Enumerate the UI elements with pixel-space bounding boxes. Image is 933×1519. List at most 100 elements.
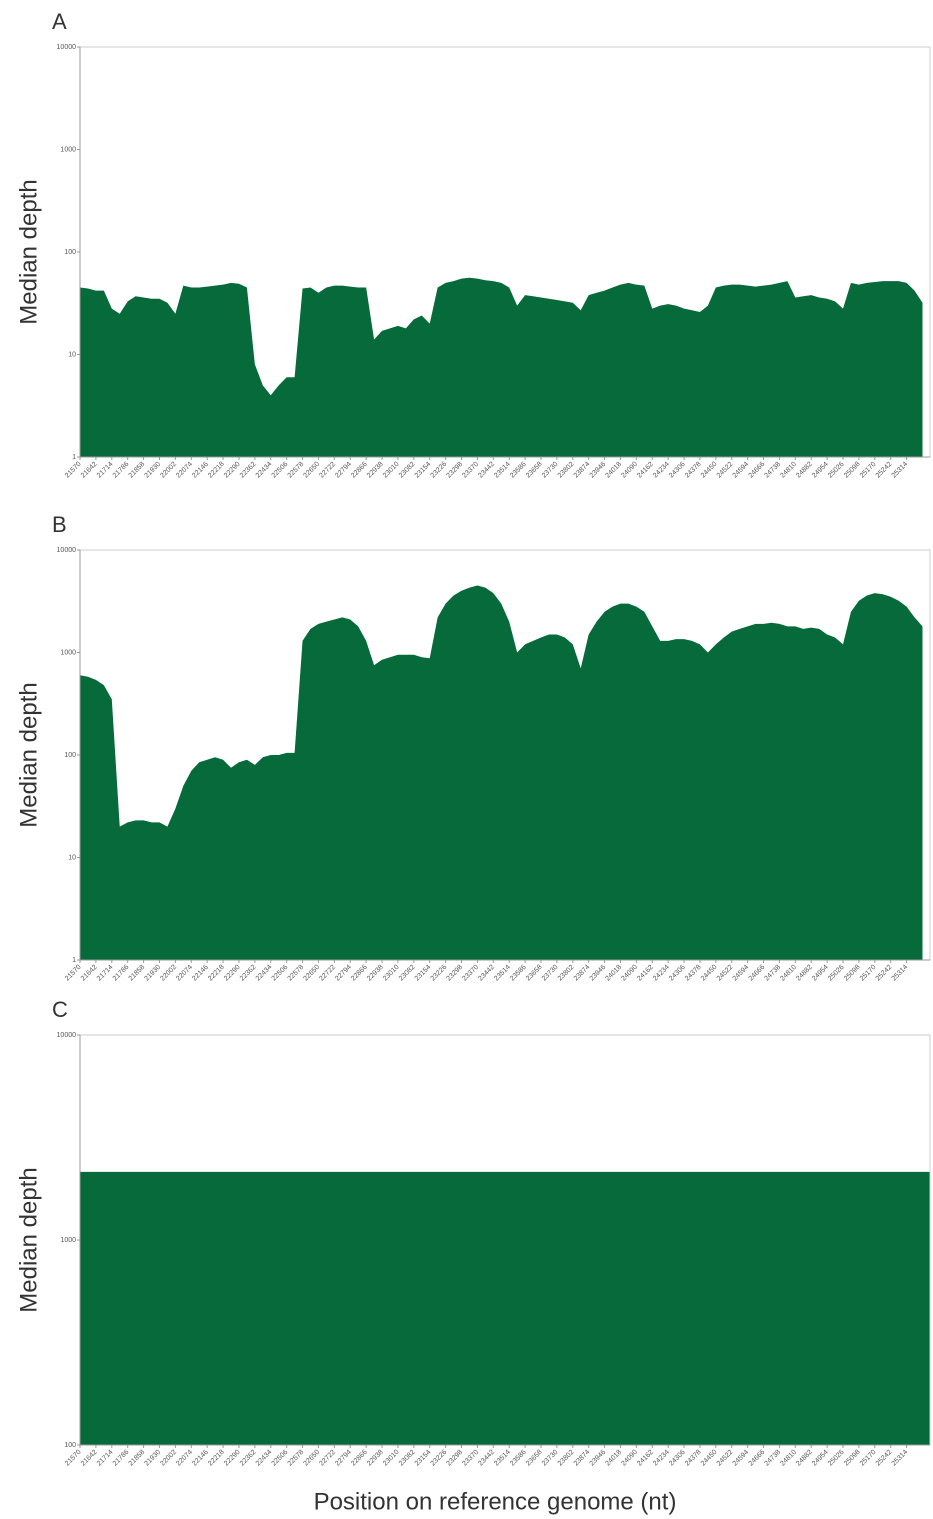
- x-tick-label: 24162: [636, 964, 655, 983]
- x-tick-label: 21858: [128, 964, 147, 983]
- y-tick-label: 100: [64, 1442, 76, 1449]
- x-tick-label: 23082: [398, 461, 417, 480]
- panel-label: A: [52, 9, 67, 34]
- x-tick-label: 22218: [207, 964, 226, 983]
- x-tick-label: 22146: [191, 964, 210, 983]
- x-tick-label: 21786: [112, 1449, 131, 1468]
- x-tick-label: 23370: [461, 964, 480, 983]
- panel-label: C: [52, 997, 68, 1022]
- x-tick-label: 22506: [271, 461, 290, 480]
- x-tick-label: 24882: [795, 1449, 814, 1468]
- x-tick-label: 21642: [80, 461, 99, 480]
- x-tick-label: 24954: [811, 1449, 830, 1468]
- x-tick-label: 21930: [143, 964, 162, 983]
- x-tick-label: 23154: [414, 1449, 433, 1468]
- x-tick-label: 23226: [430, 461, 449, 480]
- x-tick-label: 24090: [620, 461, 639, 480]
- x-tick-label: 24018: [604, 964, 623, 983]
- x-tick-label: 24522: [716, 461, 735, 480]
- x-tick-label: 21786: [112, 461, 131, 480]
- x-tick-label: 24234: [652, 964, 671, 983]
- x-tick-label: 22362: [239, 1449, 258, 1468]
- panel-label: B: [52, 512, 67, 537]
- x-tick-label: 23730: [541, 964, 560, 983]
- x-tick-label: 24594: [732, 461, 751, 480]
- x-tick-label: 23658: [525, 461, 544, 480]
- x-tick-label: 24522: [716, 1449, 735, 1468]
- x-tick-label: 25242: [875, 461, 894, 480]
- x-tick-label: 21858: [128, 461, 147, 480]
- x-tick-label: 22866: [350, 461, 369, 480]
- x-tick-label: 21930: [143, 1449, 162, 1468]
- x-tick-label: 22938: [366, 461, 385, 480]
- y-tick-label: 10: [68, 854, 76, 861]
- x-tick-label: 23010: [382, 461, 401, 480]
- x-tick-label: 21858: [128, 1449, 147, 1468]
- x-tick-label: 23370: [461, 1449, 480, 1468]
- x-tick-label: 22074: [175, 964, 194, 983]
- y-tick-label: 1: [72, 957, 76, 964]
- x-tick-label: 22722: [318, 1449, 337, 1468]
- x-tick-label: 23442: [477, 1449, 496, 1468]
- x-tick-label: 21570: [64, 964, 83, 983]
- y-tick-label: 100: [64, 249, 76, 256]
- x-tick-label: 23658: [525, 1449, 544, 1468]
- x-tick-label: 22146: [191, 1449, 210, 1468]
- x-tick-label: 24810: [779, 964, 798, 983]
- x-tick-label: 24954: [811, 964, 830, 983]
- x-tick-label: 24234: [652, 1449, 671, 1468]
- x-tick-label: 22506: [271, 1449, 290, 1468]
- x-tick-label: 25242: [875, 964, 894, 983]
- x-tick-label: 22074: [175, 1449, 194, 1468]
- x-tick-label: 21642: [80, 1449, 99, 1468]
- x-tick-label: 21714: [96, 1449, 115, 1468]
- x-tick-label: 22866: [350, 964, 369, 983]
- x-tick-label: 22434: [255, 964, 274, 983]
- y-tick-label: 1000: [60, 146, 76, 153]
- x-tick-label: 21570: [64, 1449, 83, 1468]
- coverage-area: [80, 277, 923, 457]
- y-axis-label: Median depth: [15, 682, 42, 827]
- x-tick-label: 23082: [398, 964, 417, 983]
- x-tick-label: 23874: [573, 964, 592, 983]
- x-tick-label: 22362: [239, 461, 258, 480]
- x-tick-label: 22650: [302, 461, 321, 480]
- x-tick-label: 23586: [509, 964, 528, 983]
- x-tick-label: 22938: [366, 1449, 385, 1468]
- x-tick-label: 25026: [827, 461, 846, 480]
- x-tick-label: 23586: [509, 1449, 528, 1468]
- x-tick-label: 21930: [143, 461, 162, 480]
- x-tick-label: 24234: [652, 461, 671, 480]
- x-tick-label: 21570: [64, 461, 83, 480]
- x-tick-label: 23730: [541, 461, 560, 480]
- x-tick-label: 22650: [302, 964, 321, 983]
- x-tick-label: 24162: [636, 1449, 655, 1468]
- y-tick-label: 10000: [57, 547, 77, 554]
- x-tick-label: 22218: [207, 1449, 226, 1468]
- x-tick-label: 24954: [811, 461, 830, 480]
- x-tick-label: 23082: [398, 1449, 417, 1468]
- x-tick-label: 23802: [557, 1449, 576, 1468]
- x-tick-label: 23658: [525, 964, 544, 983]
- x-tick-label: 22578: [287, 1449, 306, 1468]
- x-tick-label: 22578: [287, 461, 306, 480]
- x-tick-label: 23586: [509, 461, 528, 480]
- x-axis-label: Position on reference genome (nt): [314, 1488, 677, 1515]
- x-tick-label: 25098: [843, 461, 862, 480]
- x-tick-label: 24882: [795, 964, 814, 983]
- y-axis-label: Median depth: [15, 1167, 42, 1312]
- x-tick-label: 23802: [557, 461, 576, 480]
- y-tick-label: 1000: [60, 1237, 76, 1244]
- x-tick-label: 22002: [159, 461, 178, 480]
- x-tick-label: 22794: [334, 461, 353, 480]
- x-tick-label: 24810: [779, 1449, 798, 1468]
- x-tick-label: 22146: [191, 461, 210, 480]
- x-tick-label: 22434: [255, 1449, 274, 1468]
- x-tick-label: 23010: [382, 964, 401, 983]
- x-tick-label: 22578: [287, 964, 306, 983]
- x-tick-label: 23514: [493, 1449, 512, 1468]
- x-tick-label: 22002: [159, 1449, 178, 1468]
- x-tick-label: 22218: [207, 461, 226, 480]
- y-tick-label: 10: [68, 351, 76, 358]
